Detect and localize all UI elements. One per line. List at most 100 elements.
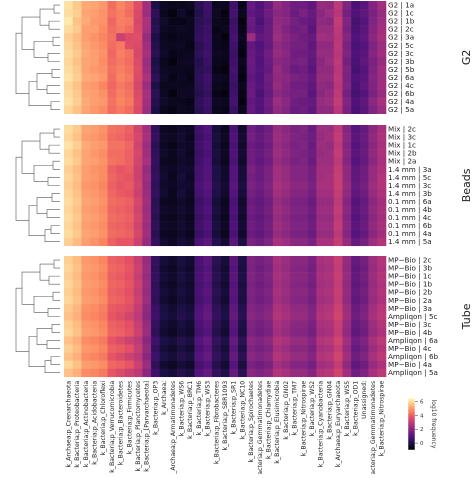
group-label: Beads: [460, 168, 473, 202]
heatmap-cell: [325, 312, 335, 321]
heatmap-cell: [351, 336, 361, 345]
heatmap-cell: [133, 25, 143, 34]
heatmap-cell: [116, 157, 126, 166]
heatmap-cell: [377, 89, 387, 98]
heatmap-cell: [246, 149, 256, 158]
heatmap-cell: [316, 1, 326, 10]
heatmap-cell: [316, 73, 326, 82]
heatmap-cell: [90, 229, 100, 238]
heatmap-cell: [272, 328, 282, 337]
heatmap-cell: [377, 344, 387, 353]
heatmap-cell: [98, 81, 108, 90]
heatmap-cell: [238, 352, 248, 361]
heatmap-cell: [185, 320, 195, 329]
heatmap-cell: [177, 320, 187, 329]
heatmap-cell: [298, 149, 308, 158]
heatmap-cell: [316, 125, 326, 134]
heatmap-cell: [281, 41, 291, 50]
heatmap-cell: [211, 205, 221, 214]
heatmap-cell: [177, 336, 187, 345]
heatmap-cell: [368, 133, 378, 142]
heatmap-cell: [377, 181, 387, 190]
heatmap-cell: [264, 336, 274, 345]
column-label: k_Bacteria;p_BRC1: [187, 381, 194, 439]
heatmap-cell: [333, 237, 343, 247]
heatmap-cell: [333, 65, 343, 74]
heatmap-cell: [168, 229, 178, 238]
heatmap-cell: [264, 237, 274, 247]
heatmap-cell: [116, 189, 126, 198]
heatmap-cell: [290, 181, 300, 190]
heatmap-cell: [246, 173, 256, 182]
heatmap-cell: [359, 189, 369, 198]
heatmap-cell: [316, 9, 326, 18]
column-label: k_Archaea;p_Euryarchaeota: [335, 381, 342, 468]
heatmap-cell: [246, 312, 256, 321]
heatmap-cell: [107, 272, 117, 281]
row-label: Mix | 3c: [388, 133, 416, 142]
heatmap-cell: [194, 256, 204, 265]
heatmap-cell: [116, 25, 126, 34]
heatmap-cell: [290, 81, 300, 90]
heatmap-cell: [307, 17, 317, 26]
heatmap-cell: [185, 49, 195, 58]
heatmap-cell: [281, 1, 291, 10]
heatmap-cell: [90, 73, 100, 82]
heatmap-cell: [272, 189, 282, 198]
heatmap-cell: [194, 189, 204, 198]
heatmap-cell: [168, 237, 178, 247]
heatmap-cell: [185, 157, 195, 166]
heatmap-cell: [316, 368, 326, 378]
heatmap-cell: [290, 213, 300, 222]
row-label: MP−Bio | 3b: [388, 264, 432, 273]
heatmap-cell: [64, 264, 73, 273]
heatmap-cell: [316, 352, 326, 361]
heatmap-cell: [238, 205, 248, 214]
heatmap-cell: [211, 149, 221, 158]
heatmap-cell: [307, 336, 317, 345]
row-label: G2 | 1c: [388, 9, 414, 18]
heatmap-cell: [168, 33, 178, 42]
heatmap-cell: [116, 352, 126, 361]
heatmap-cell: [342, 97, 352, 106]
heatmap-cell: [159, 197, 169, 206]
column-label: k_Archaea;p_Armatimonadetes: [170, 381, 177, 474]
heatmap-cell: [142, 256, 152, 265]
heatmap-cell: [90, 328, 100, 337]
heatmap-cell: [159, 344, 169, 353]
heatmap-cell: [203, 229, 213, 238]
heatmap-cell: [377, 41, 387, 50]
heatmap-cell: [307, 165, 317, 174]
heatmap-cell: [272, 312, 282, 321]
heatmap-cell: [203, 17, 213, 26]
heatmap-cell: [281, 221, 291, 230]
heatmap-cell: [133, 360, 143, 369]
heatmap-cell: [142, 368, 152, 378]
heatmap-cell: [116, 368, 126, 378]
heatmap-cell: [246, 320, 256, 329]
heatmap-cell: [220, 360, 230, 369]
heatmap-cell: [316, 25, 326, 34]
heatmap-cell: [342, 328, 352, 337]
heatmap-cell: [211, 352, 221, 361]
heatmap-cell: [98, 189, 108, 198]
heatmap-cell: [281, 33, 291, 42]
heatmap-cell: [229, 49, 239, 58]
heatmap-cell: [316, 81, 326, 90]
dendrogram-branch: [52, 160, 60, 170]
heatmap-cell: [177, 133, 187, 142]
heatmap-cell: [290, 229, 300, 238]
heatmap-cell: [246, 41, 256, 50]
heatmap-cell: [377, 57, 387, 66]
heatmap-cell: [368, 264, 378, 273]
heatmap-cell: [229, 189, 239, 198]
heatmap-cell: [72, 105, 82, 114]
heatmap-cell: [298, 81, 308, 90]
heatmap-cell: [359, 97, 369, 106]
heatmap-cell: [325, 360, 335, 369]
heatmap-cell: [142, 173, 152, 182]
heatmap-cell: [133, 149, 143, 158]
heatmap-cell: [98, 89, 108, 98]
heatmap-cell: [159, 157, 169, 166]
heatmap-cell: [81, 304, 91, 313]
